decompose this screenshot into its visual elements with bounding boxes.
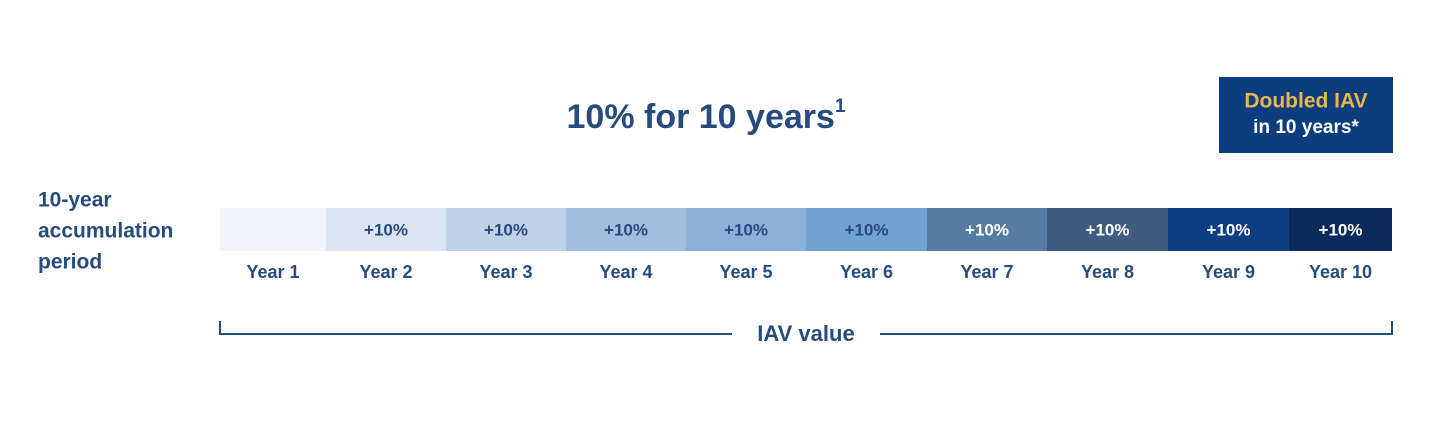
segment (806, 208, 927, 251)
bracket (219, 321, 1393, 335)
segment (446, 208, 566, 251)
year-label: Year 1 (246, 262, 299, 282)
segment (1047, 208, 1168, 251)
period-label: period (38, 251, 102, 274)
segment-label: +10% (1086, 220, 1130, 239)
title-footnote: 1 (835, 96, 846, 117)
period-label: 10-year (38, 189, 112, 212)
year-label: Year 3 (479, 262, 532, 282)
year-label: Year 8 (1081, 262, 1134, 282)
segment (220, 208, 326, 251)
period-label: accumulation (38, 220, 173, 243)
badge-line: Doubled IAV (1244, 90, 1367, 113)
badge-line: in 10 years* (1253, 117, 1359, 138)
segment-label: +10% (1319, 220, 1363, 239)
segment (326, 208, 446, 251)
segment (686, 208, 806, 251)
bracket-label: IAV value (757, 321, 854, 346)
year-label: Year 6 (840, 262, 893, 282)
title: 10% for 10 years1 (567, 96, 846, 136)
year-label: Year 9 (1202, 262, 1255, 282)
year-label: Year 2 (359, 262, 412, 282)
year-label: Year 7 (960, 262, 1013, 282)
segment-label: +10% (1207, 220, 1251, 239)
badge (1219, 77, 1393, 153)
segment (1289, 208, 1392, 251)
segment-label: +10% (724, 220, 768, 239)
segment-label: +10% (364, 220, 408, 239)
segment-label: +10% (604, 220, 648, 239)
year-label: Year 5 (719, 262, 772, 282)
segment (927, 208, 1047, 251)
segment-label: +10% (845, 220, 889, 239)
title-text: 10% for 10 years (567, 98, 835, 136)
segment (1168, 208, 1289, 251)
segment-label: +10% (965, 220, 1009, 239)
segment-label: +10% (484, 220, 528, 239)
segment (566, 208, 686, 251)
year-label: Year 4 (599, 262, 652, 282)
year-label: Year 10 (1309, 262, 1372, 282)
